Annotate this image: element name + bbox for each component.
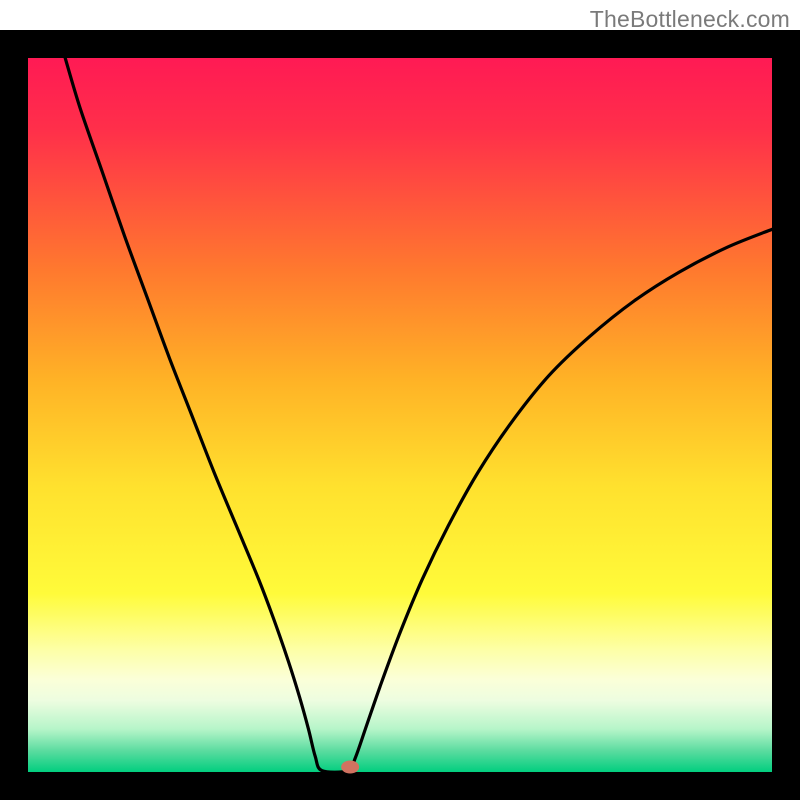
watermark-text: TheBottleneck.com: [590, 6, 790, 33]
plot-background: [28, 58, 772, 772]
bottleneck-chart: [0, 0, 800, 800]
chart-container: TheBottleneck.com: [0, 0, 800, 800]
optimal-point-marker: [341, 761, 359, 774]
